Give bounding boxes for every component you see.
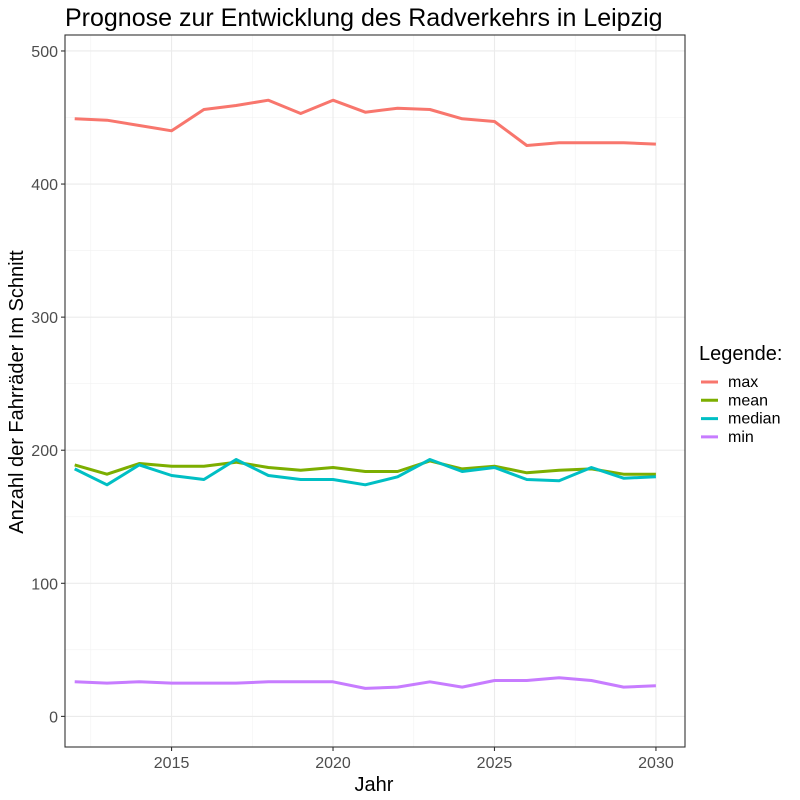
plot-area: 2015 2020 2025 2030 0 100 200 300 400 500 <box>31 34 686 772</box>
x-tick-label: 2030 <box>638 755 674 772</box>
plot-border <box>64 34 686 748</box>
plot-background <box>65 35 685 747</box>
series-line-max <box>74 98 656 147</box>
legend-label-median: median <box>728 411 780 428</box>
y-tick-label: 300 <box>31 310 58 327</box>
legend-title: Legende: <box>699 343 782 365</box>
series-line-median <box>74 458 656 487</box>
y-tick-label: 100 <box>31 576 58 593</box>
x-tick-label: 2015 <box>154 755 190 772</box>
series-line-min <box>74 676 656 690</box>
x-tick-label: 2020 <box>315 755 351 772</box>
y-tick-label: 500 <box>31 44 58 61</box>
y-tick-label: 400 <box>31 177 58 194</box>
y-tick-label: 200 <box>31 443 58 460</box>
legend-label-max: max <box>728 374 758 391</box>
chart-title: Prognose zur Entwicklung des Radverkehrs… <box>65 4 663 32</box>
y-axis-title: Anzahl der Fahrräder Im Schnitt <box>6 250 28 534</box>
x-tick-label: 2025 <box>477 755 513 772</box>
y-tick-label: 0 <box>49 709 58 726</box>
legend-label-min: min <box>728 429 754 446</box>
series-line-mean <box>74 459 656 476</box>
x-axis-title: Jahr <box>355 774 394 796</box>
legend-label-mean: mean <box>728 392 768 409</box>
